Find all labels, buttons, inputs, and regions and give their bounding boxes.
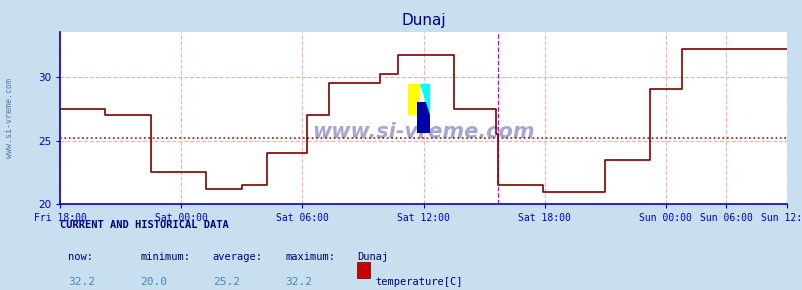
Text: Dunaj: Dunaj: [357, 252, 388, 262]
Text: minimum:: minimum:: [140, 252, 190, 262]
Text: temperature[C]: temperature[C]: [375, 277, 462, 287]
Bar: [407, 84, 419, 115]
Text: average:: average:: [213, 252, 262, 262]
Text: www.si-vreme.com: www.si-vreme.com: [5, 78, 14, 158]
Title: Dunaj: Dunaj: [401, 13, 445, 28]
Bar: [416, 102, 429, 133]
Text: CURRENT AND HISTORICAL DATA: CURRENT AND HISTORICAL DATA: [60, 220, 229, 230]
Polygon shape: [419, 84, 429, 115]
Text: www.si-vreme.com: www.si-vreme.com: [312, 122, 534, 142]
Text: 20.0: 20.0: [140, 277, 168, 287]
Text: now:: now:: [68, 252, 93, 262]
Text: maximum:: maximum:: [285, 252, 334, 262]
Text: 32.2: 32.2: [68, 277, 95, 287]
Text: 32.2: 32.2: [285, 277, 312, 287]
Text: 25.2: 25.2: [213, 277, 240, 287]
